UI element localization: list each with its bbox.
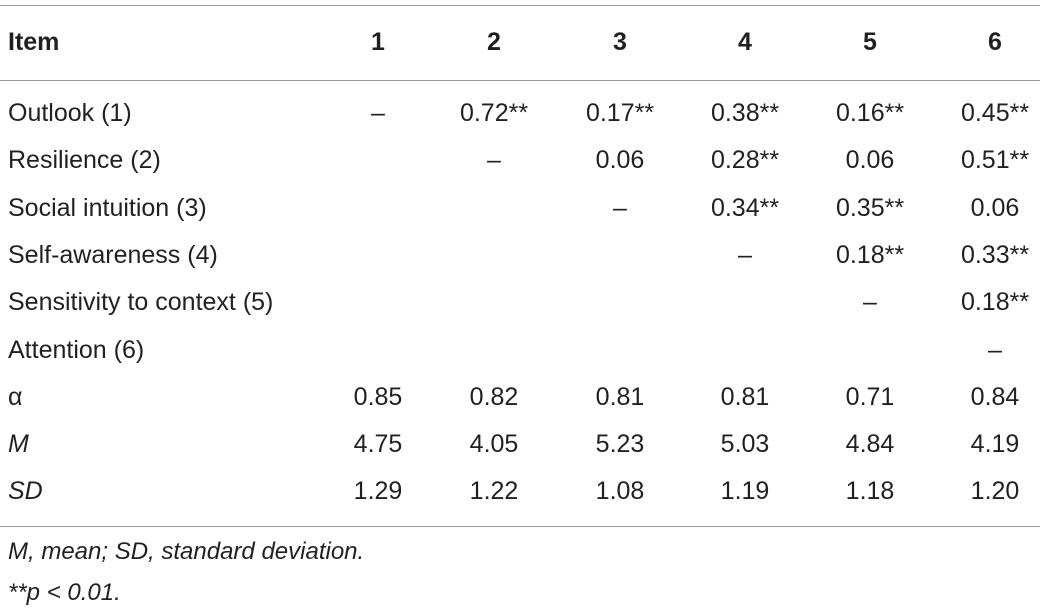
header-cell: 2 <box>487 28 501 56</box>
value-cell: 4.19 <box>970 430 1020 459</box>
value-cell: 1.29 <box>353 477 403 506</box>
header-cell: 3 <box>613 28 627 56</box>
value-cell: – <box>487 146 501 175</box>
value-cell: – <box>863 288 877 317</box>
value-cell: 0.16** <box>835 99 905 127</box>
row-label: Social intuition (3) <box>8 193 207 222</box>
row-label: SD <box>8 477 43 506</box>
value-cell: 0.06 <box>595 146 645 175</box>
value-cell: 1.18 <box>845 477 895 506</box>
header-cell: 1 <box>371 28 385 56</box>
footnote: **p < 0.01. <box>8 579 121 606</box>
header-cell: 5 <box>863 28 877 56</box>
row-label: Self-awareness (4) <box>8 240 218 269</box>
value-cell: 0.85 <box>353 382 403 411</box>
value-cell: 0.06 <box>845 146 895 175</box>
value-cell: 0.81 <box>595 382 645 411</box>
row-label: Attention (6) <box>8 335 145 364</box>
value-cell: 4.05 <box>469 430 519 459</box>
value-cell: 0.06 <box>970 193 1020 222</box>
header-rule <box>0 80 1040 81</box>
row-label: α <box>8 382 23 411</box>
value-cell: 1.20 <box>970 477 1020 506</box>
value-cell: 0.72** <box>459 99 529 127</box>
header-cell: 4 <box>738 28 752 56</box>
value-cell: 0.51** <box>960 146 1030 175</box>
value-cell: 1.19 <box>720 477 770 506</box>
value-cell: 0.33** <box>960 240 1030 269</box>
row-label: Sensitivity to context (5) <box>8 288 274 317</box>
bottom-rule <box>0 526 1040 527</box>
value-cell: 0.17** <box>585 99 655 127</box>
value-cell: 0.38** <box>710 99 780 127</box>
value-cell: 0.18** <box>835 240 905 269</box>
value-cell: 0.71 <box>845 382 895 411</box>
value-cell: 0.45** <box>960 99 1030 127</box>
value-cell: 5.23 <box>595 430 645 459</box>
value-cell: 0.84 <box>970 382 1020 411</box>
row-label: Outlook (1) <box>8 99 132 127</box>
value-cell: 1.08 <box>595 477 645 506</box>
value-cell: 4.84 <box>845 430 895 459</box>
value-cell: – <box>738 240 752 269</box>
value-cell: 1.22 <box>469 477 519 506</box>
row-label: Resilience (2) <box>8 146 161 175</box>
header-cell: Item <box>8 28 60 56</box>
value-cell: – <box>371 99 385 127</box>
value-cell: – <box>988 335 1002 364</box>
footnote: M, mean; SD, standard deviation. <box>8 538 365 565</box>
value-cell: 5.03 <box>720 430 770 459</box>
value-cell: 0.81 <box>720 382 770 411</box>
row-label: M <box>8 430 29 459</box>
value-cell: 4.75 <box>353 430 403 459</box>
value-cell: 0.35** <box>835 193 905 222</box>
value-cell: 0.18** <box>960 288 1030 317</box>
value-cell: – <box>613 193 627 222</box>
value-cell: 0.28** <box>710 146 780 175</box>
header-cell: 6 <box>988 28 1002 56</box>
value-cell: 0.82 <box>469 382 519 411</box>
top-rule <box>0 5 1040 6</box>
value-cell: 0.34** <box>710 193 780 222</box>
